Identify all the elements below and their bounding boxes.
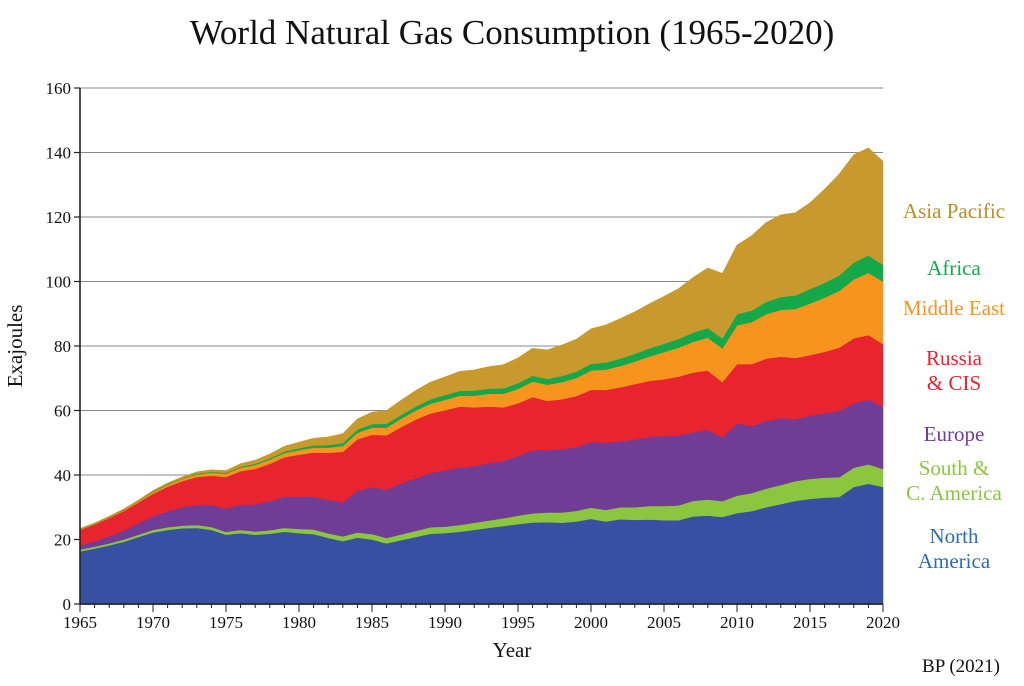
y-tick-label: 20 xyxy=(54,531,71,550)
legend-label: South & xyxy=(919,456,990,480)
x-tick-label: 1970 xyxy=(136,613,170,632)
x-tick-label: 2005 xyxy=(647,613,681,632)
x-tick-label: 2010 xyxy=(720,613,754,632)
x-tick-labels: 1965 1970 1975 1980 1985 1990 1995 2000 2005 2010… xyxy=(63,604,900,632)
legend-label: North xyxy=(930,524,979,548)
area-asia-pacific xyxy=(79,147,884,530)
x-tick-label: 1985 xyxy=(355,613,389,632)
legend-label: Africa xyxy=(927,256,981,280)
y-tick-label: 60 xyxy=(54,402,71,421)
legend-label: Russia xyxy=(926,346,983,370)
legend-label: Asia Pacific xyxy=(903,199,1005,223)
y-tick-label: 0 xyxy=(63,595,72,614)
x-axis-label: Year xyxy=(493,638,532,662)
x-tick-label: 2020 xyxy=(866,613,900,632)
chart-title: World Natural Gas Consumption (1965-2020… xyxy=(190,13,835,52)
x-tick-label: 1995 xyxy=(501,613,535,632)
y-tick-label: 40 xyxy=(54,466,71,485)
y-axis-label: Exajoules xyxy=(3,305,27,388)
x-tick-label: 1980 xyxy=(282,613,316,632)
legend-label: & CIS xyxy=(927,371,981,395)
y-tick-labels: 0 20 40 60 80 100 120 140 160 xyxy=(46,79,80,614)
source-note: BP (2021) xyxy=(922,656,1000,677)
legend-label: C. America xyxy=(906,481,1002,505)
y-tick-label: 140 xyxy=(46,144,72,163)
y-tick-label: 100 xyxy=(46,273,72,292)
y-tick-label: 160 xyxy=(46,79,72,98)
legend: Asia Pacific Africa Middle East Russia& CIS… xyxy=(903,199,1005,573)
legend-label: America xyxy=(918,549,991,573)
y-tick-label: 120 xyxy=(46,208,72,227)
stacked-areas xyxy=(79,147,884,605)
legend-label: Middle East xyxy=(903,296,1005,320)
y-tick-label: 80 xyxy=(54,337,71,356)
x-tick-label: 1990 xyxy=(428,613,462,632)
x-tick-label: 2015 xyxy=(793,613,827,632)
x-tick-label: 2000 xyxy=(574,613,608,632)
x-tick-label: 1965 xyxy=(63,613,97,632)
legend-label: Europe xyxy=(924,422,985,446)
x-tick-label: 1975 xyxy=(209,613,243,632)
